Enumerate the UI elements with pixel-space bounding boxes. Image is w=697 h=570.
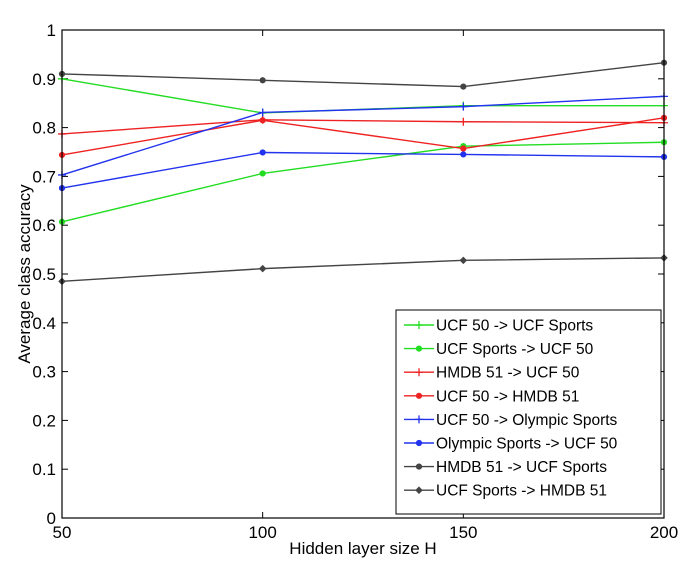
data-point xyxy=(460,145,467,152)
y-tick-label: 0 xyxy=(47,509,56,528)
data-point xyxy=(258,108,267,117)
legend-label: HMDB 51 -> UCF Sports xyxy=(436,459,607,476)
legend-label: UCF 50 -> HMDB 51 xyxy=(436,388,579,405)
legend-item: UCF 50 -> Olympic Sports xyxy=(404,412,618,429)
legend-marker xyxy=(415,415,423,424)
data-point xyxy=(258,264,267,273)
legend-marker xyxy=(415,439,423,447)
legend-item: UCF 50 -> UCF Sports xyxy=(404,318,593,335)
y-tick-label: 0.5 xyxy=(32,265,56,284)
legend-marker xyxy=(415,321,423,329)
series-line xyxy=(61,141,665,223)
legend-item: UCF Sports -> HMDB 51 xyxy=(404,483,607,500)
x-tick-label: 100 xyxy=(248,523,276,542)
series-2 xyxy=(58,139,668,225)
y-tick-label: 0.4 xyxy=(32,314,56,333)
series-7 xyxy=(58,59,668,90)
legend-marker xyxy=(415,392,423,399)
data-point xyxy=(459,117,468,126)
series-layer xyxy=(58,59,668,286)
x-tick-label: 50 xyxy=(53,523,72,542)
series-1 xyxy=(58,74,668,117)
data-point xyxy=(460,83,467,90)
x-tick-label: 150 xyxy=(449,523,477,542)
legend-marker xyxy=(415,486,423,494)
plot-frame xyxy=(61,29,665,519)
y-tick-label: 1 xyxy=(47,21,56,40)
legend-label: HMDB 51 -> UCF 50 xyxy=(436,365,580,382)
series-line xyxy=(61,257,665,283)
legend-item: HMDB 51 -> UCF 50 xyxy=(404,365,580,382)
y-tick-label: 0.8 xyxy=(32,119,56,138)
x-tick-label: 200 xyxy=(650,523,678,542)
legend-label: UCF Sports -> UCF 50 xyxy=(436,341,594,358)
series-line xyxy=(61,151,665,189)
data-point xyxy=(259,149,266,156)
legend-marker xyxy=(415,463,423,470)
legend-item: UCF Sports -> UCF 50 xyxy=(404,341,594,358)
y-tick-label: 0.9 xyxy=(32,70,56,89)
series-line xyxy=(61,62,665,88)
legend-marker xyxy=(415,345,423,352)
series-line xyxy=(61,95,665,176)
y-tick-label: 0.7 xyxy=(32,167,56,186)
data-point xyxy=(460,151,467,158)
y-tick-label: 0.2 xyxy=(32,411,56,430)
legend-box xyxy=(395,309,662,515)
legend: UCF 50 -> UCF Sports UCF Sports -> UCF 50… xyxy=(395,309,662,515)
data-point xyxy=(259,77,266,84)
series-line xyxy=(61,119,665,135)
series-6 xyxy=(58,149,668,192)
series-line xyxy=(61,117,665,156)
data-point xyxy=(259,170,266,177)
legend-label: Olympic Sports -> UCF 50 xyxy=(436,436,618,453)
data-point xyxy=(459,102,468,111)
y-tick-label: 0.6 xyxy=(32,216,56,235)
y-tick-label: 0.1 xyxy=(32,460,56,479)
y-axis-title: Average class accuracy xyxy=(15,184,34,364)
data-point xyxy=(459,256,468,265)
legend-item: HMDB 51 -> UCF Sports xyxy=(404,459,607,476)
data-point xyxy=(259,117,266,124)
legend-item: Olympic Sports -> UCF 50 xyxy=(404,436,618,453)
legend-label: UCF 50 -> UCF Sports xyxy=(436,318,593,335)
legend-item: UCF 50 -> HMDB 51 xyxy=(404,388,579,405)
legend-marker xyxy=(415,368,423,377)
series-8 xyxy=(58,254,668,286)
series-4 xyxy=(58,114,668,159)
legend-label: UCF Sports -> HMDB 51 xyxy=(436,483,607,500)
legend-label: UCF 50 -> Olympic Sports xyxy=(436,412,618,429)
x-axis-title: Hidden layer size H xyxy=(289,539,436,558)
y-tick-label: 0.3 xyxy=(32,363,56,382)
